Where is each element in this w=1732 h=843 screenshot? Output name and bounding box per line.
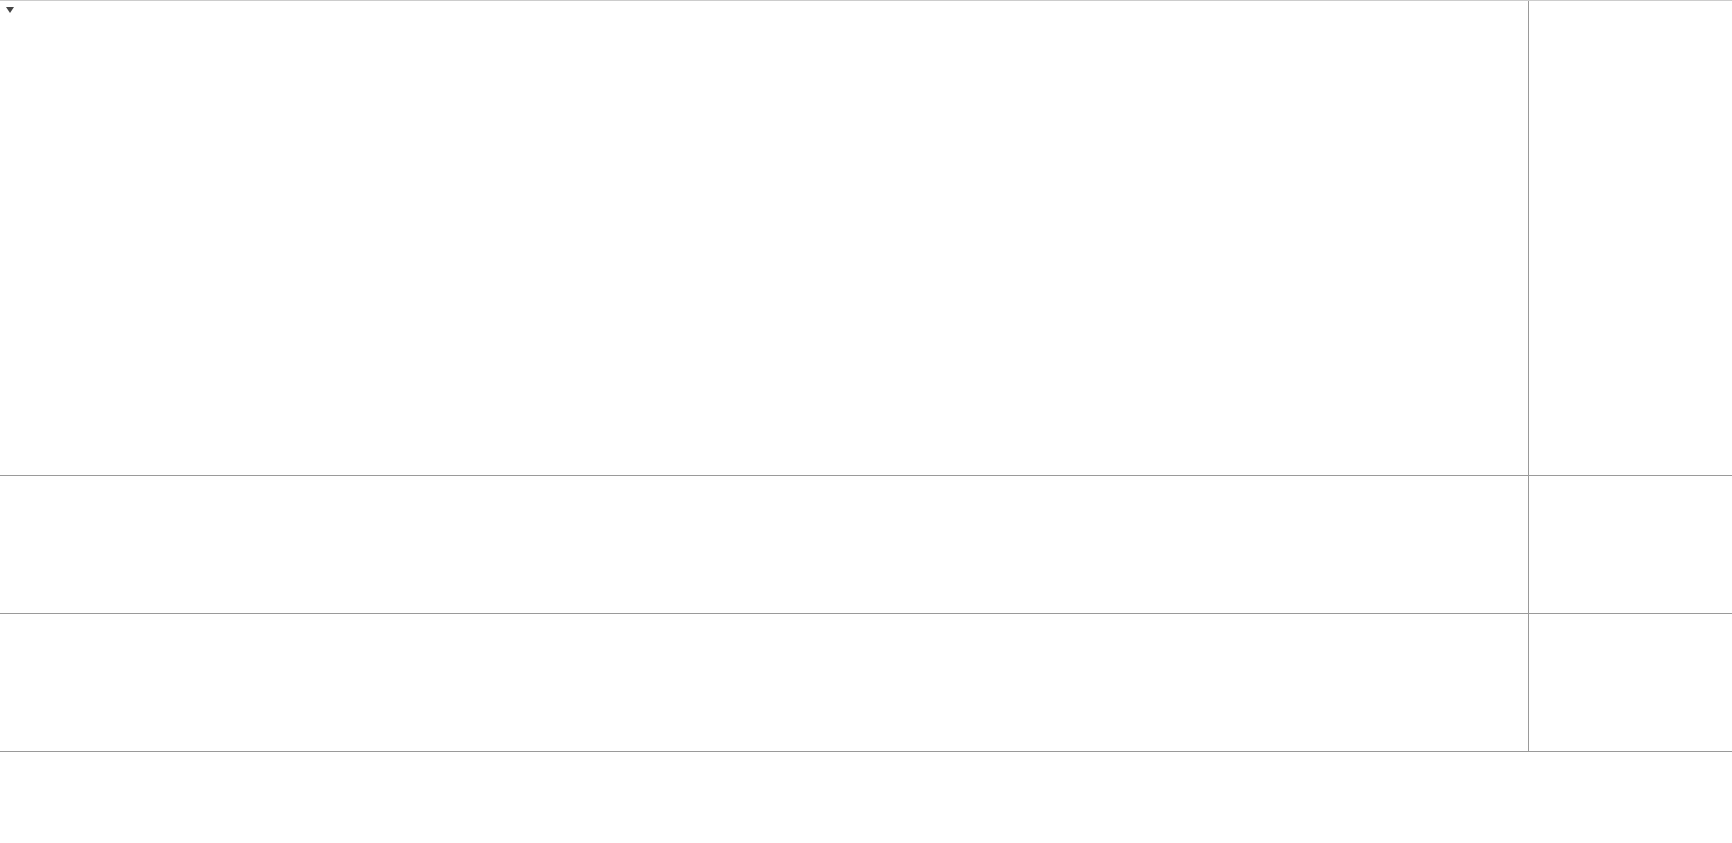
- panel-separator[interactable]: [0, 751, 1732, 752]
- time-axis[interactable]: [0, 752, 1732, 776]
- price-chart-canvas[interactable]: [0, 1, 1528, 475]
- panel-separator[interactable]: [0, 475, 1732, 476]
- rsi-panel: [0, 614, 1732, 751]
- macd-chart-canvas[interactable]: [0, 476, 1528, 613]
- macd-panel: [0, 476, 1732, 613]
- chart-title: [6, 4, 19, 16]
- dropdown-arrow-icon[interactable]: [6, 7, 14, 14]
- axis-separator: [1528, 1, 1529, 752]
- panel-separator[interactable]: [0, 613, 1732, 614]
- rsi-chart-canvas[interactable]: [0, 614, 1528, 751]
- price-panel: [0, 1, 1732, 475]
